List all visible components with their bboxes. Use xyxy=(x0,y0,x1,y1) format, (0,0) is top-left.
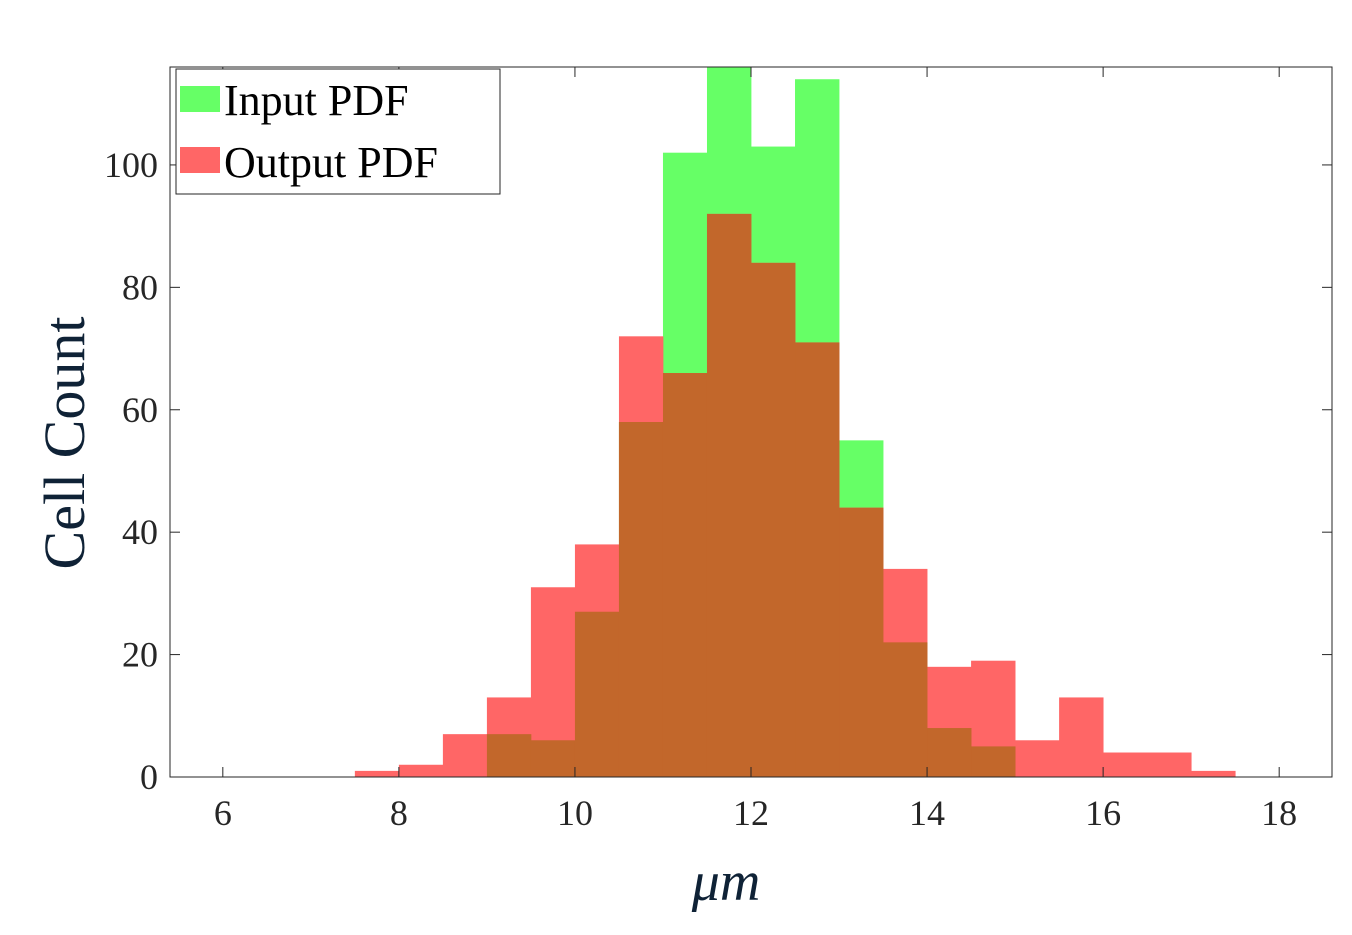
output-pdf-bar xyxy=(442,734,488,777)
y-tick-label: 60 xyxy=(122,390,158,430)
overlap-bars xyxy=(486,213,1016,777)
overlap-bar xyxy=(662,373,708,777)
x-tick-label: 6 xyxy=(214,793,232,833)
overlap-bar xyxy=(618,422,664,777)
overlap-bar xyxy=(574,611,620,777)
overlap-bar xyxy=(971,746,1016,777)
x-tick-label: 14 xyxy=(909,793,945,833)
legend-swatch-input xyxy=(180,86,220,112)
legend: Input PDF Output PDF xyxy=(175,68,501,195)
overlap-bar xyxy=(795,342,840,777)
y-tick-label: 80 xyxy=(122,267,158,307)
output-pdf-bar xyxy=(1191,770,1236,777)
overlap-bar xyxy=(883,642,928,777)
output-pdf-bar xyxy=(1147,752,1192,777)
legend-label-output: Output PDF xyxy=(224,138,438,187)
x-tick-label: 12 xyxy=(733,793,769,833)
overlap-bar xyxy=(486,734,532,777)
overlap-bar xyxy=(706,213,752,777)
y-axis-ticks: 0 20 40 60 80 100 xyxy=(104,145,1332,797)
legend-box xyxy=(175,68,501,195)
x-axis-ticks: 6 8 10 12 14 16 18 xyxy=(214,67,1297,833)
y-tick-label: 100 xyxy=(104,145,158,185)
legend-label-input: Input PDF xyxy=(224,76,409,125)
x-axis-title: μm xyxy=(691,851,761,913)
output-pdf-bar xyxy=(1103,752,1148,777)
x-tick-label: 8 xyxy=(390,793,408,833)
output-pdf-bar xyxy=(1059,697,1104,777)
overlap-bar xyxy=(927,728,972,777)
legend-swatch-output xyxy=(180,147,220,173)
x-tick-label: 18 xyxy=(1261,793,1297,833)
output-pdf-bar xyxy=(398,764,444,777)
y-tick-label: 20 xyxy=(122,635,158,675)
output-pdf-bar xyxy=(1015,740,1060,777)
output-pdf-bar xyxy=(354,770,400,777)
y-tick-label: 40 xyxy=(122,512,158,552)
overlap-bar xyxy=(530,740,576,777)
overlap-bar xyxy=(839,507,884,777)
x-tick-label: 16 xyxy=(1085,793,1121,833)
x-tick-label: 10 xyxy=(557,793,593,833)
overlap-bar xyxy=(751,262,796,777)
y-tick-label: 0 xyxy=(140,757,158,797)
y-axis-title: Cell Count xyxy=(32,317,97,570)
